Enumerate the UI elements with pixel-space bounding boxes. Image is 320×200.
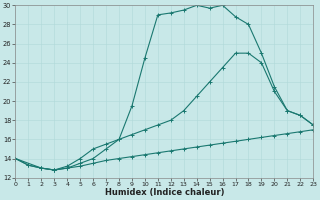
X-axis label: Humidex (Indice chaleur): Humidex (Indice chaleur) <box>105 188 224 197</box>
